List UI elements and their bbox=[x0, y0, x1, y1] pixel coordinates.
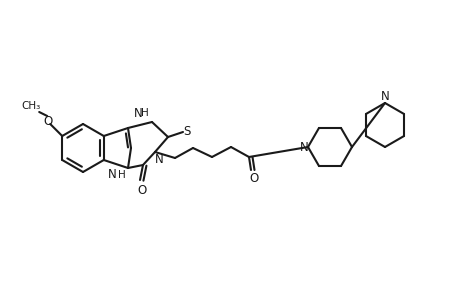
Text: H: H bbox=[141, 108, 149, 118]
Text: N: N bbox=[107, 169, 116, 182]
Text: N: N bbox=[299, 140, 308, 154]
Text: N: N bbox=[154, 152, 163, 166]
Text: N: N bbox=[133, 106, 142, 119]
Text: N: N bbox=[380, 89, 388, 103]
Text: H: H bbox=[118, 170, 126, 180]
Text: CH₃: CH₃ bbox=[22, 101, 41, 111]
Text: S: S bbox=[183, 124, 190, 137]
Text: O: O bbox=[137, 184, 146, 196]
Text: O: O bbox=[249, 172, 258, 185]
Text: O: O bbox=[44, 115, 53, 128]
